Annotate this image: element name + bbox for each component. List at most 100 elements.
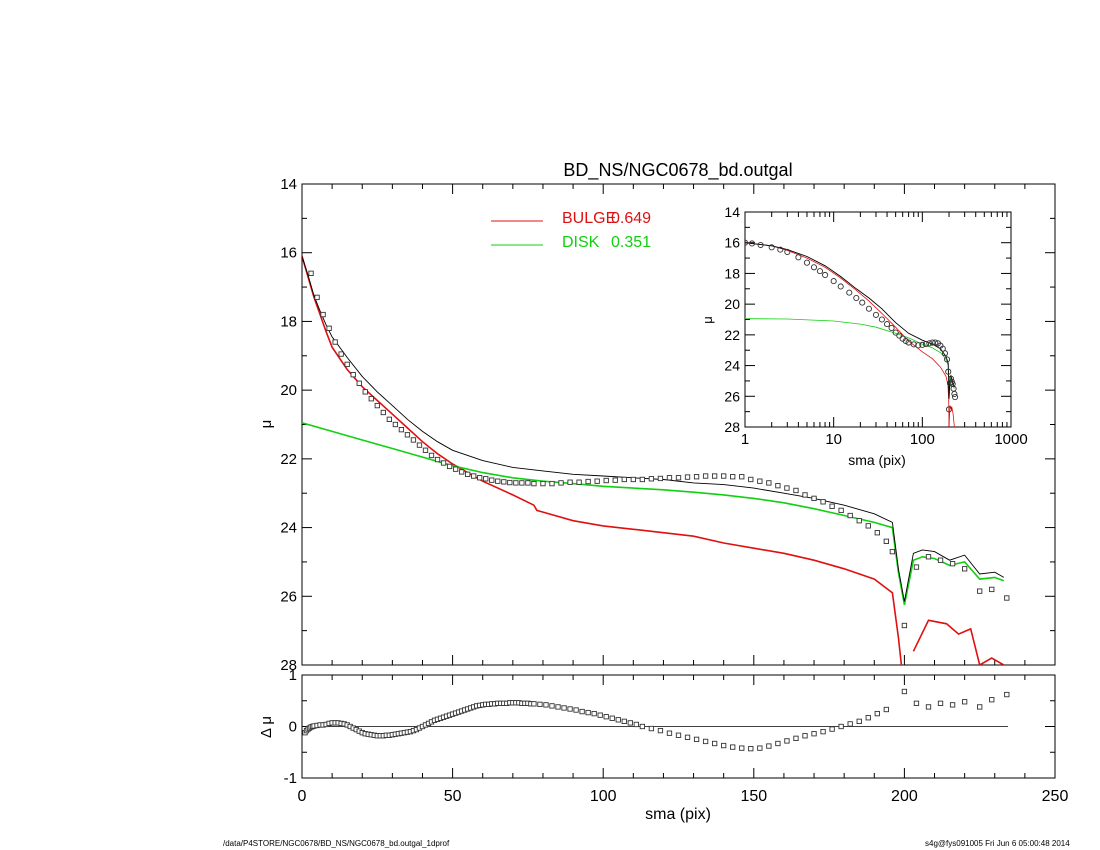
inset-x-tick-label: 100 bbox=[910, 431, 935, 448]
residual-x-tick-label: 250 bbox=[1042, 788, 1069, 805]
residual--point bbox=[838, 723, 844, 730]
residual--point bbox=[977, 704, 983, 710]
main-plot-area bbox=[302, 255, 1010, 665]
main-data-point bbox=[540, 480, 546, 487]
main-data-point bbox=[495, 478, 501, 484]
inset-data-point bbox=[896, 332, 903, 339]
residual--point bbox=[639, 723, 646, 730]
main-data-point bbox=[483, 476, 489, 482]
main-y-tick-label: 16 bbox=[280, 245, 297, 262]
inset-data-point bbox=[837, 283, 844, 290]
inset-data-point bbox=[915, 342, 922, 349]
main-data-point bbox=[977, 588, 983, 594]
inset-x-tick-label: 10 bbox=[825, 431, 842, 448]
residual--point bbox=[573, 707, 579, 713]
legend-disk-value: 0.351 bbox=[611, 234, 651, 251]
main-data-point bbox=[585, 478, 591, 485]
main-data-point bbox=[422, 447, 429, 453]
residual-x-tick-label: 100 bbox=[590, 788, 617, 805]
main-data-point bbox=[507, 479, 513, 486]
main-data-point bbox=[362, 389, 368, 395]
main-data-point bbox=[820, 499, 826, 505]
main-data-point bbox=[925, 554, 932, 560]
main-data-point bbox=[711, 473, 718, 479]
main-data-point bbox=[802, 492, 808, 498]
residual-plot-area bbox=[302, 688, 1010, 752]
inset-data-point bbox=[822, 271, 829, 279]
main-y-tick-label: 24 bbox=[280, 520, 297, 537]
residual--point bbox=[609, 715, 615, 721]
main-data-point bbox=[1004, 595, 1010, 601]
inset-data-point bbox=[892, 329, 899, 336]
main-data-point bbox=[428, 452, 435, 459]
footer-timestamp: s4g@fys091005 Fri Jun 6 05:00:48 2014 bbox=[925, 839, 1070, 848]
residual-y-tick-label: 0 bbox=[289, 719, 297, 736]
main-data-point bbox=[368, 396, 374, 402]
inset-data-point bbox=[816, 268, 823, 275]
main-data-point bbox=[392, 421, 399, 428]
inset-data-point bbox=[951, 390, 958, 398]
main-data-point bbox=[937, 557, 944, 563]
inset-data-point bbox=[777, 246, 784, 253]
inset-data-point bbox=[872, 311, 880, 318]
inset-data-point bbox=[878, 316, 885, 323]
main-data-point bbox=[558, 480, 564, 486]
residual--point bbox=[537, 701, 543, 708]
main-data-point bbox=[648, 476, 655, 482]
inset-data-point bbox=[810, 264, 818, 271]
residual-y-tick-label: 1 bbox=[289, 667, 297, 684]
main-data-point bbox=[666, 475, 673, 481]
inset-data-point bbox=[943, 356, 951, 363]
main-chart-title: BD_NS/NGC0678_bd.outgal bbox=[563, 160, 792, 181]
main-data-point bbox=[458, 469, 465, 475]
residual--point bbox=[865, 715, 871, 721]
residual--point bbox=[693, 736, 700, 743]
inset-data-point bbox=[949, 380, 956, 388]
inset-panel: 14 16 18 20 22 24 26 281 10 100 1000 bbox=[724, 204, 1027, 448]
main-data-point bbox=[961, 566, 968, 572]
main-data-point bbox=[693, 474, 700, 480]
main-y-tick-label: 14 bbox=[280, 176, 297, 193]
inset-data-point bbox=[784, 248, 791, 255]
legend-bulge-label: BULGE bbox=[562, 210, 616, 227]
residual--point bbox=[748, 745, 754, 752]
residual--point bbox=[684, 734, 691, 740]
residual--point bbox=[648, 725, 655, 732]
residual--point bbox=[1004, 691, 1010, 698]
main-data-point bbox=[314, 294, 320, 301]
main-data-point bbox=[465, 471, 471, 477]
residual--point bbox=[721, 742, 727, 749]
main-data-point bbox=[440, 460, 447, 466]
inset-data-point bbox=[865, 305, 873, 312]
residual--point bbox=[597, 712, 603, 718]
main-data-point bbox=[639, 476, 646, 483]
inset-data-point bbox=[922, 341, 930, 348]
main-data-point bbox=[702, 473, 709, 479]
residual--point bbox=[766, 743, 772, 749]
main-data-point bbox=[739, 474, 745, 480]
main-y-tick-label: 18 bbox=[280, 313, 297, 330]
residual--point bbox=[561, 705, 567, 711]
main-data-point bbox=[549, 480, 555, 487]
inset-x-axis-label: sma (pix) bbox=[848, 452, 906, 468]
main-data-point bbox=[567, 479, 573, 485]
residual--point bbox=[549, 703, 555, 709]
main-data-point bbox=[344, 361, 350, 368]
residual--point bbox=[937, 700, 944, 706]
main-data-point bbox=[657, 475, 664, 482]
main-data-point bbox=[865, 523, 871, 529]
residual--point bbox=[874, 710, 880, 717]
main-data-point bbox=[829, 503, 835, 509]
main-data-point bbox=[350, 372, 356, 378]
residual-panel: 10-10 50 100 150 200 250 bbox=[284, 667, 1069, 805]
residual--point bbox=[802, 733, 808, 739]
inset-data-point bbox=[795, 254, 802, 261]
main-data-point bbox=[404, 432, 411, 438]
inset-x-tick-label: 1 bbox=[741, 431, 749, 448]
main-y-tick-label: 20 bbox=[280, 382, 297, 399]
residual-x-tick-label: 150 bbox=[740, 788, 767, 805]
main-data-point bbox=[501, 479, 507, 485]
inset-data-point bbox=[745, 239, 749, 246]
residual--point bbox=[829, 726, 835, 732]
inset-y-axis-label: μ bbox=[700, 316, 715, 324]
